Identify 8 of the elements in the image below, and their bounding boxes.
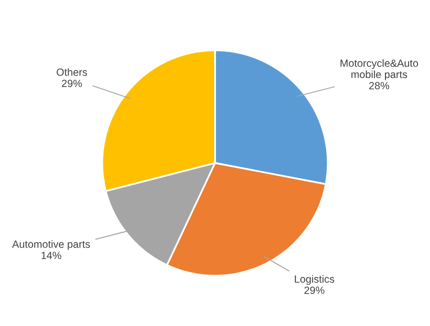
slice-label: Logistics [294, 275, 334, 285]
slice-label: Automotive parts [12, 240, 90, 250]
data-label: 14% [42, 252, 62, 260]
data-label: 29% [304, 286, 324, 294]
data-label: 28% [369, 82, 390, 90]
slice-label: Motorcycle&Auto mobile parts [340, 59, 418, 80]
data-label: 29% [62, 80, 82, 88]
slice-label: Others [56, 68, 88, 76]
